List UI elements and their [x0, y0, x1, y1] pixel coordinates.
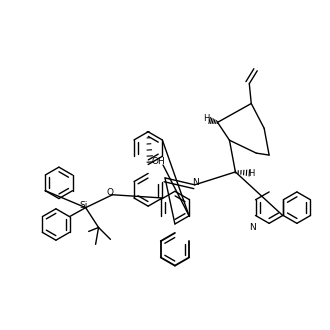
- Text: OH: OH: [151, 156, 165, 166]
- Text: Si: Si: [80, 201, 88, 210]
- Text: O: O: [107, 188, 114, 197]
- Text: H: H: [204, 114, 210, 123]
- Text: N: N: [249, 223, 256, 232]
- Text: N: N: [192, 178, 199, 187]
- Text: H: H: [248, 169, 254, 179]
